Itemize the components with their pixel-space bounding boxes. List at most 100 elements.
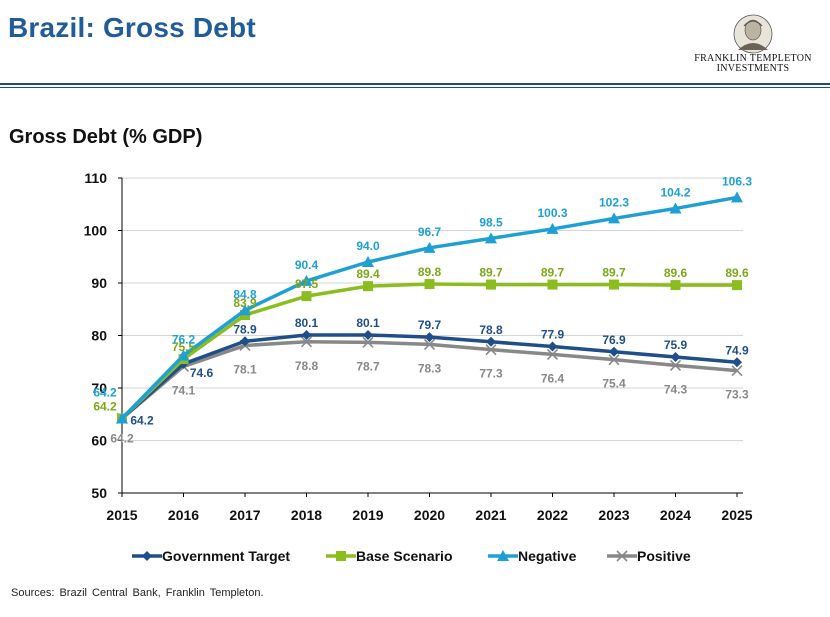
data-label-base-scenario: 89.7 xyxy=(479,266,503,280)
marker-stroke xyxy=(608,354,620,366)
data-label-government-target: 76.9 xyxy=(602,333,626,347)
data-point-government-target xyxy=(670,352,681,363)
data-point-negative xyxy=(300,274,313,286)
data-point-negative xyxy=(546,222,559,234)
data-point-base-scenario xyxy=(732,280,742,291)
data-label-positive: 64.2 xyxy=(110,431,134,445)
header-rule-thin xyxy=(0,87,830,88)
data-point-government-target xyxy=(486,336,496,347)
data-label-base-scenario: 89.6 xyxy=(725,266,749,280)
data-label-government-target: 74.9 xyxy=(725,343,749,357)
data-label-negative: 64.2 xyxy=(93,385,117,399)
data-point-negative xyxy=(177,349,190,361)
data-label-negative: 100.3 xyxy=(537,206,567,220)
x-tick-label: 2019 xyxy=(352,507,383,523)
data-point-positive xyxy=(546,348,559,360)
data-point-base-scenario xyxy=(670,280,681,291)
portrait-icon xyxy=(733,14,773,54)
data-point-base-scenario xyxy=(424,279,435,290)
y-tick-label: 100 xyxy=(84,223,108,239)
data-label-negative: 104.2 xyxy=(660,185,690,199)
data-label-negative: 98.5 xyxy=(479,215,503,229)
data-point-negative xyxy=(423,241,436,253)
x-tick-label: 2025 xyxy=(721,507,752,523)
data-point-positive xyxy=(300,336,313,348)
x-tick-label: 2016 xyxy=(168,507,199,523)
legend-marker xyxy=(497,550,509,561)
marker-stroke xyxy=(616,550,628,562)
data-label-government-target: 74.6 xyxy=(190,366,214,380)
y-tick-label: 70 xyxy=(91,380,107,396)
data-label-positive: 76.4 xyxy=(541,371,565,385)
x-tick-label: 2020 xyxy=(414,507,445,523)
data-label-negative: 90.4 xyxy=(295,258,319,272)
y-tick-label: 90 xyxy=(91,275,107,291)
logo-line-1: FRANKLIN TEMPLETON xyxy=(694,53,812,64)
data-label-base-scenario: 89.7 xyxy=(541,266,565,280)
x-tick-label: 2023 xyxy=(598,507,629,523)
data-point-government-target xyxy=(301,329,312,340)
data-label-positive: 77.3 xyxy=(479,367,503,381)
data-label-government-target: 77.9 xyxy=(541,328,565,342)
legend-marker xyxy=(616,550,628,562)
source-note: Sources: Brazil Central Bank, Franklin T… xyxy=(11,587,264,599)
data-label-positive: 73.3 xyxy=(725,388,749,402)
x-tick-label: 2024 xyxy=(660,507,691,523)
data-point-positive xyxy=(731,365,743,377)
franklin-templeton-logo: FRANKLIN TEMPLETON INVESTMENTS xyxy=(683,10,823,90)
y-tick-label: 80 xyxy=(91,328,107,344)
data-label-positive: 74.1 xyxy=(172,383,196,397)
data-label-government-target: 80.1 xyxy=(356,316,380,330)
data-point-government-target xyxy=(240,336,250,347)
data-point-positive xyxy=(485,344,497,356)
data-point-negative xyxy=(669,202,682,214)
y-tick-label: 60 xyxy=(91,433,107,449)
data-point-negative xyxy=(362,256,374,267)
data-label-government-target: 80.1 xyxy=(295,316,319,330)
data-point-base-scenario xyxy=(547,279,558,290)
data-label-positive: 78.1 xyxy=(233,362,257,376)
header-rule xyxy=(0,83,830,85)
legend-label: Government Target xyxy=(162,548,290,564)
chart-title: Gross Debt (% GDP) xyxy=(9,126,203,148)
marker-stroke xyxy=(362,336,374,348)
data-label-negative: 96.7 xyxy=(418,225,442,239)
data-label-positive: 78.7 xyxy=(356,359,380,373)
data-point-positive xyxy=(669,359,682,371)
data-label-base-scenario: 89.6 xyxy=(664,266,688,280)
data-point-government-target xyxy=(609,346,619,357)
data-point-negative xyxy=(116,412,128,424)
legend-label: Negative xyxy=(518,548,577,564)
data-point-negative xyxy=(731,191,743,203)
data-label-government-target: 78.9 xyxy=(233,322,257,336)
x-tick-label: 2015 xyxy=(106,507,137,523)
data-label-base-scenario: 89.7 xyxy=(602,266,626,280)
data-point-base-scenario xyxy=(363,281,373,292)
marker-stroke xyxy=(546,348,559,360)
legend-label: Base Scenario xyxy=(356,548,453,564)
data-point-negative xyxy=(608,212,620,224)
x-tick-label: 2022 xyxy=(537,507,568,523)
legend-marker xyxy=(336,551,346,561)
series-line-government-target xyxy=(120,333,738,420)
data-label-base-scenario: 87.5 xyxy=(295,277,319,291)
data-label-positive: 78.3 xyxy=(418,361,442,375)
data-label-base-scenario: 83.9 xyxy=(233,296,257,310)
x-tick-label: 2017 xyxy=(229,507,260,523)
data-label-government-target: 78.8 xyxy=(479,323,503,337)
legend-marker xyxy=(142,551,152,561)
legend-item-positive: Positive xyxy=(607,548,691,564)
data-label-negative: 102.3 xyxy=(599,195,629,209)
data-point-government-target xyxy=(732,357,742,368)
marker-stroke xyxy=(423,338,436,350)
data-point-positive xyxy=(608,354,620,366)
data-label-base-scenario: 89.8 xyxy=(418,265,442,279)
data-label-base-scenario: 89.4 xyxy=(356,267,380,281)
legend-item-negative: Negative xyxy=(488,548,577,564)
y-tick-label: 50 xyxy=(91,485,107,501)
data-point-base-scenario xyxy=(301,291,312,302)
data-label-negative: 76.2 xyxy=(172,332,196,346)
x-tick-label: 2021 xyxy=(475,507,506,523)
data-point-positive xyxy=(423,338,436,350)
data-point-base-scenario xyxy=(609,279,619,290)
